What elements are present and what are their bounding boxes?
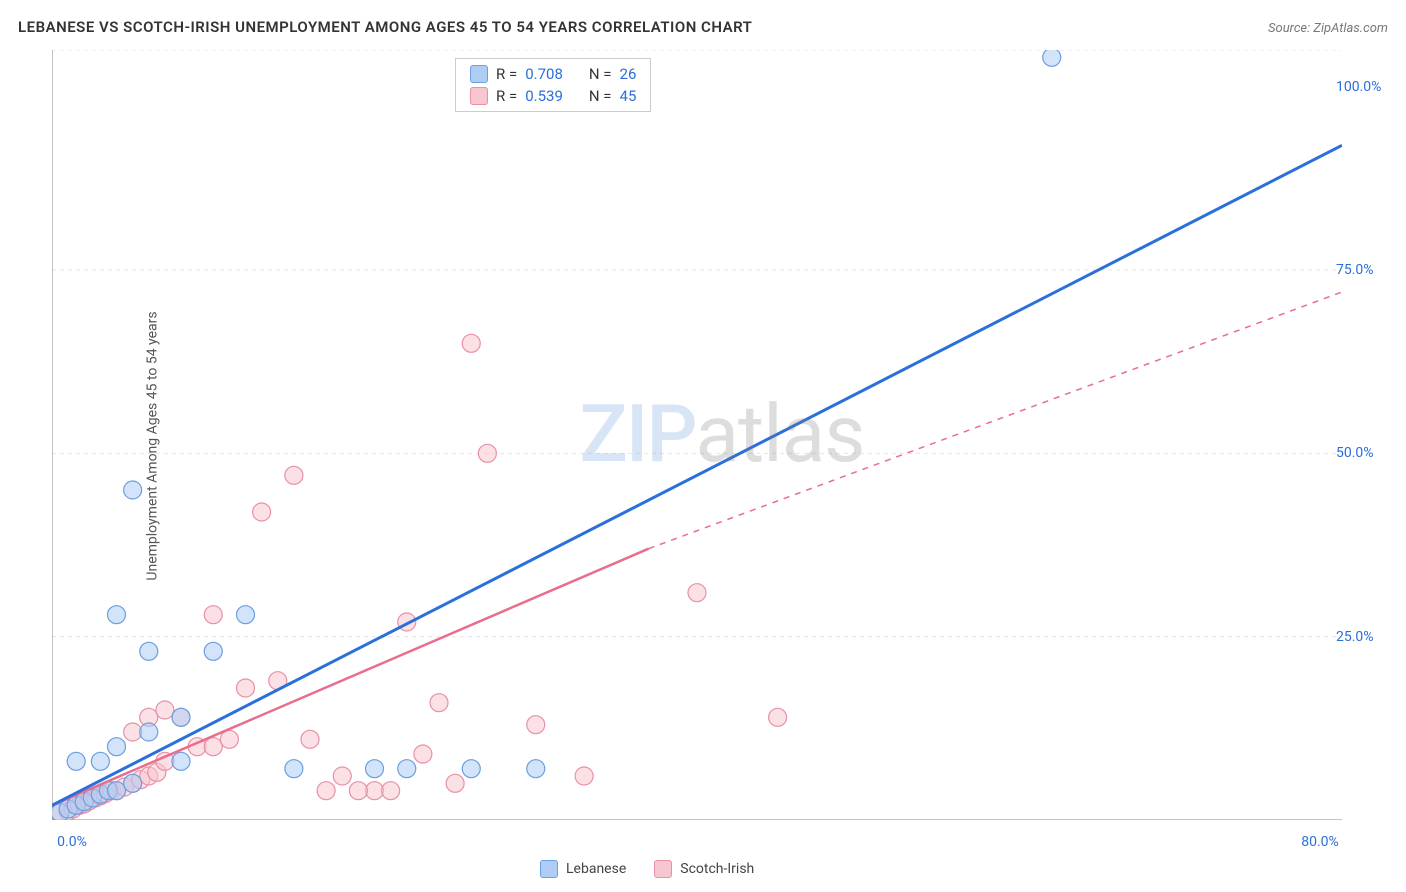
n-label: N = <box>589 87 612 105</box>
n-value-lebanese: 26 <box>620 65 637 83</box>
legend-item-lebanese: Lebanese <box>540 860 626 878</box>
r-value-lebanese: 0.708 <box>525 65 563 83</box>
n-label: N = <box>589 65 612 83</box>
legend-label-lebanese: Lebanese <box>566 861 626 877</box>
r-label: R = <box>496 87 517 105</box>
y-tick-label: 100.0% <box>1336 79 1381 95</box>
legend-item-scotchirish: Scotch-Irish <box>654 860 754 878</box>
chart-title: LEBANESE VS SCOTCH-IRISH UNEMPLOYMENT AM… <box>18 18 752 36</box>
source-attribution: Source: ZipAtlas.com <box>1268 21 1388 36</box>
legend-label-scotchirish: Scotch-Irish <box>680 861 754 877</box>
correlation-stats-box: R = 0.708 N = 26 R = 0.539 N = 45 <box>455 58 651 112</box>
series-legend: Lebanese Scotch-Irish <box>540 860 754 878</box>
swatch-scotchirish <box>470 87 488 105</box>
r-label: R = <box>496 65 517 83</box>
y-tick-label: 50.0% <box>1336 445 1374 461</box>
stats-row-scotchirish: R = 0.539 N = 45 <box>456 85 650 107</box>
swatch-lebanese <box>470 65 488 83</box>
stats-row-lebanese: R = 0.708 N = 26 <box>456 63 650 85</box>
swatch-scotchirish <box>654 860 672 878</box>
x-tick-label: 80.0% <box>1301 834 1339 850</box>
n-value-scotchirish: 45 <box>620 87 637 105</box>
plot-area: ZIPatlas 25.0%50.0%75.0%100.0%0.0%80.0% <box>52 50 1392 850</box>
y-tick-label: 75.0% <box>1336 262 1374 278</box>
title-bar: LEBANESE VS SCOTCH-IRISH UNEMPLOYMENT AM… <box>18 18 1388 36</box>
x-tick-label: 0.0% <box>57 834 87 850</box>
y-tick-label: 25.0% <box>1336 629 1374 645</box>
r-value-scotchirish: 0.539 <box>525 87 563 105</box>
scatter-chart <box>52 50 1342 820</box>
swatch-lebanese <box>540 860 558 878</box>
